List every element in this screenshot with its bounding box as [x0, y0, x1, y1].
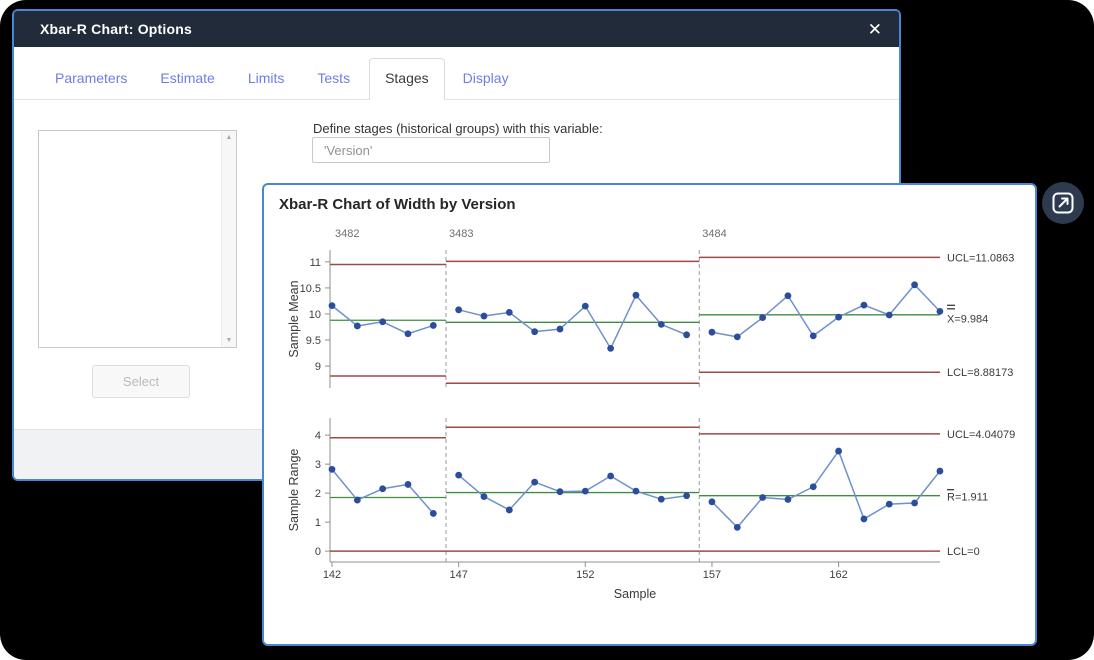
svg-text:9.5: 9.5 [306, 335, 321, 347]
expand-button[interactable] [1042, 182, 1084, 224]
svg-text:1: 1 [315, 517, 321, 529]
svg-text:UCL=4.04079: UCL=4.04079 [947, 429, 1015, 441]
svg-text:LCL=8.88173: LCL=8.88173 [947, 367, 1013, 379]
svg-text:UCL=11.0863: UCL=11.0863 [947, 252, 1014, 264]
svg-text:10.5: 10.5 [300, 283, 321, 295]
xbar-r-options-dialog: Xbar-R Chart: Options ✕ Parameters Estima… [12, 9, 901, 481]
listbox-scrollbar[interactable]: ▲ ▼ [221, 131, 236, 347]
svg-text:157: 157 [703, 569, 721, 581]
svg-text:3484: 3484 [702, 228, 726, 240]
tab-parameters[interactable]: Parameters [55, 70, 128, 86]
svg-text:3: 3 [315, 459, 321, 471]
svg-text:9: 9 [315, 361, 321, 373]
svg-text:4: 4 [315, 430, 321, 442]
svg-text:3482: 3482 [335, 228, 359, 240]
svg-text:162: 162 [829, 569, 847, 581]
close-icon[interactable]: ✕ [867, 19, 882, 39]
svg-text:X=9.984: X=9.984 [947, 313, 988, 325]
svg-text:147: 147 [449, 569, 467, 581]
svg-text:152: 152 [576, 569, 594, 581]
svg-text:0: 0 [315, 546, 321, 558]
svg-text:Sample Range: Sample Range [287, 449, 301, 532]
svg-text:Sample Mean: Sample Mean [287, 280, 301, 357]
stage-variable-input[interactable] [312, 137, 550, 163]
stage-variable-listbox[interactable]: ▲ ▼ [38, 130, 237, 348]
svg-text:2: 2 [315, 488, 321, 500]
dialog-titlebar[interactable]: Xbar-R Chart: Options ✕ [14, 11, 899, 47]
chart-title: Xbar-R Chart of Width by Version [279, 196, 516, 213]
tab-stages[interactable]: Stages [369, 58, 445, 100]
svg-text:10: 10 [309, 309, 321, 321]
svg-text:LCL=0: LCL=0 [947, 546, 980, 558]
select-button[interactable]: Select [92, 365, 190, 398]
dialog-title: Xbar-R Chart: Options [40, 21, 192, 37]
svg-text:Sample: Sample [614, 587, 656, 601]
tab-tests[interactable]: Tests [317, 70, 351, 86]
xbar-r-chart-window: Xbar-R Chart of Width by Version 9 9.5 10 1… [262, 183, 1037, 646]
svg-text:142: 142 [323, 569, 341, 581]
tab-limits[interactable]: Limits [247, 70, 285, 86]
svg-text:11: 11 [310, 257, 321, 269]
tab-estimate[interactable]: Estimate [160, 70, 215, 86]
open-in-new-window-icon [1052, 192, 1074, 214]
svg-text:3483: 3483 [449, 228, 473, 240]
tab-display[interactable]: Display [462, 70, 509, 86]
svg-text:R=1.911: R=1.911 [947, 492, 988, 504]
scroll-down-icon[interactable]: ▼ [225, 337, 233, 344]
scroll-up-icon[interactable]: ▲ [225, 134, 233, 141]
define-stages-label: Define stages (historical groups) with t… [313, 121, 603, 136]
tab-bar: Parameters Estimate Limits Tests Stages Displ… [14, 47, 899, 100]
